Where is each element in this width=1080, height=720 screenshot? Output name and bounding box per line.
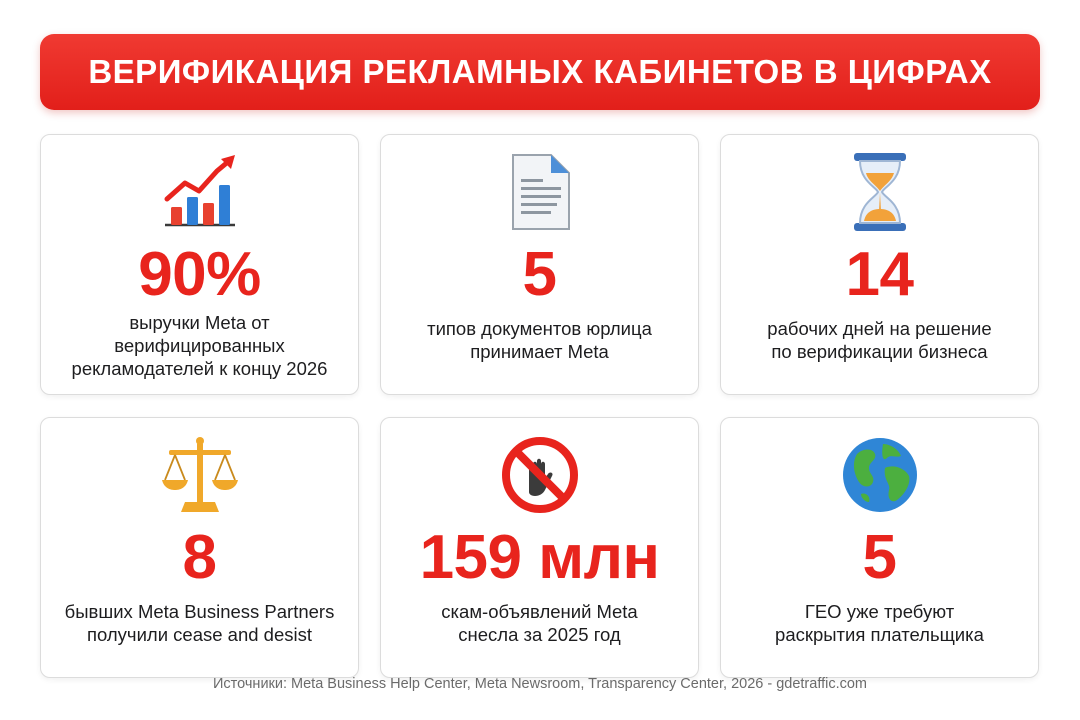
stat-value: 5 (522, 240, 557, 309)
stat-description: рабочих дней на решение по верификации б… (767, 318, 992, 362)
stat-card-partners: 8 бывших Meta Business Partners получили… (40, 417, 359, 678)
sources-footer: Источники: Meta Business Help Center, Me… (212, 676, 868, 692)
stat-value: 14 (845, 240, 914, 309)
growth-chart-icon (164, 155, 235, 227)
stat-card-scam-ads: 159 млн скам-объявлений Meta снесла за 2… (380, 417, 699, 678)
stat-card-geo: 5 ГЕО уже требуют раскрытия плательщика (720, 417, 1039, 678)
stat-description: типов документов юрлица принимает Meta (427, 318, 652, 362)
stat-value: 5 (862, 523, 897, 592)
stat-value: 90% (138, 240, 261, 309)
stats-grid: 90% выручки Meta от верифицированных рек… (40, 134, 1040, 678)
globe-icon (842, 438, 917, 512)
document-icon (511, 154, 570, 230)
stat-card-revenue: 90% выручки Meta от верифицированных рек… (40, 134, 359, 395)
stat-card-documents: 5 типов документов юрлица принимает Meta (380, 134, 699, 395)
stat-value: 8 (182, 523, 217, 592)
page-title: ВЕРИФИКАЦИЯ РЕКЛАМНЫХ КАБИНЕТОВ В ЦИФРАХ (88, 53, 992, 90)
no-entry-hand-icon (501, 437, 578, 513)
stat-description: бывших Meta Business Partners получили c… (64, 601, 335, 645)
stat-description: скам-объявлений Meta снесла за 2025 год (441, 601, 638, 645)
stat-description: выручки Meta от верифицированных рекламо… (71, 312, 328, 379)
scales-icon (161, 437, 238, 512)
stat-description: ГЕО уже требуют раскрытия плательщика (775, 601, 984, 645)
hourglass-icon (853, 153, 906, 231)
title-banner: ВЕРИФИКАЦИЯ РЕКЛАМНЫХ КАБИНЕТОВ В ЦИФРАХ (40, 34, 1040, 110)
stat-value: 159 млн (419, 523, 660, 592)
stat-card-days: 14 рабочих дней на решение по верификаци… (720, 134, 1039, 395)
